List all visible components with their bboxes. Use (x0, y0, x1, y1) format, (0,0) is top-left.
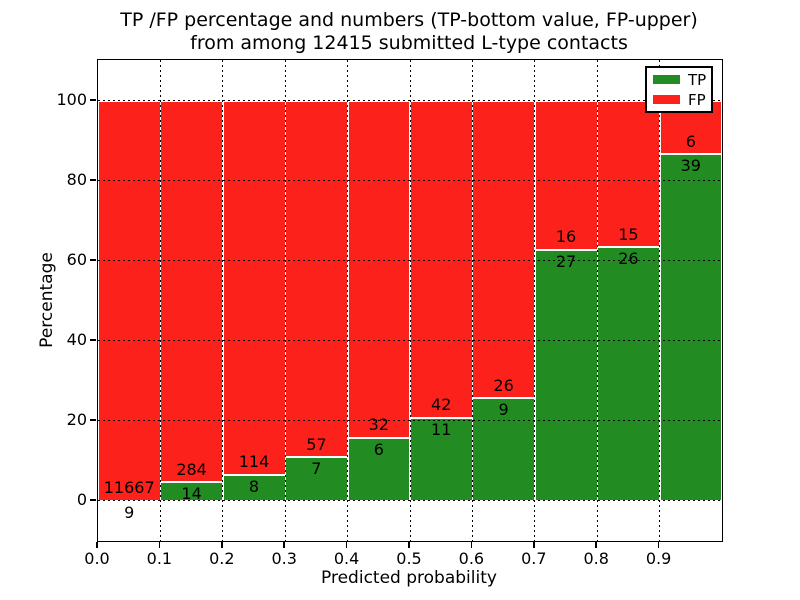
tp-count-label: 9 (124, 502, 135, 522)
chart-title-line2: from among 12415 submitted L-type contac… (190, 32, 628, 55)
fp-count-label: 26 (493, 375, 514, 395)
tp-count-label: 11 (431, 419, 452, 439)
x-tick-mark (345, 541, 348, 548)
y-tick-label: 60 (66, 250, 87, 269)
x-tick-label: 0.7 (521, 549, 547, 568)
tp-bar-segment (659, 154, 723, 501)
vertical-gridline (347, 60, 349, 541)
fp-count-label: 284 (176, 459, 207, 479)
horizontal-gridline (98, 260, 722, 261)
fp-bar-segment (160, 101, 224, 483)
x-tick-label: 0.6 (458, 549, 485, 568)
fp-bar-segment (472, 101, 536, 399)
tp-legend-swatch (653, 75, 680, 84)
horizontal-gridline (98, 180, 722, 181)
horizontal-gridline (98, 340, 722, 341)
x-tick-mark (283, 541, 285, 548)
x-tick-mark (533, 541, 535, 548)
fp-count-label: 11667 (103, 478, 155, 498)
y-tick-label: 80 (66, 170, 87, 189)
vertical-gridline (159, 60, 161, 541)
fp-count-label: 114 (238, 452, 270, 472)
tp-count-label: 39 (680, 156, 701, 176)
chart-title: TP /FP percentage and numbers (TP-bottom… (97, 9, 721, 55)
tp-count-label: 26 (618, 249, 639, 269)
tp-count-label: 14 (181, 484, 202, 504)
y-tick-label: 40 (66, 330, 87, 349)
x-tick-label: 0.2 (209, 549, 235, 568)
fp-legend-label: FP (688, 90, 706, 109)
fp-count-label: 57 (306, 434, 327, 454)
fp-bar-segment (98, 101, 161, 501)
fp-count-label: 15 (618, 224, 639, 244)
vertical-gridline (222, 60, 224, 541)
x-tick-label: 0.4 (333, 549, 360, 568)
legend-entry-fp: FP (653, 90, 706, 109)
horizontal-gridline (98, 100, 722, 101)
tp-count-label: 8 (248, 476, 260, 496)
vertical-gridline (659, 60, 661, 541)
fp-count-label: 42 (431, 395, 452, 415)
x-tick-label: 0.1 (146, 549, 173, 568)
x-tick-mark (221, 541, 223, 548)
x-tick-label: 0.5 (396, 549, 422, 568)
legend-entry-tp: TP (653, 70, 707, 89)
x-tick-label: 0.8 (583, 549, 609, 568)
horizontal-gridline (98, 500, 722, 501)
x-tick-label: 0.9 (645, 549, 672, 568)
vertical-gridline (409, 60, 411, 541)
plot-area: 11667 9 284 14 114 8 57 7 32 6 42 11 26 9 16 27 15 26 6 39 (97, 59, 723, 542)
tp-legend-label: TP (688, 70, 707, 89)
chart-title-line1: TP /FP percentage and numbers (TP-bottom… (120, 9, 698, 31)
x-tick-mark (96, 541, 98, 548)
y-tick-mark (90, 419, 96, 421)
y-tick-mark (90, 259, 96, 261)
tp-bar-segment (534, 249, 598, 501)
vertical-gridline (534, 60, 536, 541)
x-tick-label: 0.0 (84, 549, 110, 568)
tp-count-label: 27 (555, 251, 577, 271)
tp-count-label: 6 (373, 439, 384, 459)
vertical-gridline (596, 60, 598, 541)
plot-inner: 11667 9 284 14 114 8 57 7 32 6 42 11 26 9 16 27 15 26 6 39 (98, 60, 723, 541)
vertical-gridline (284, 60, 286, 541)
horizontal-gridline (98, 420, 722, 421)
fp-legend-swatch (653, 95, 680, 104)
vertical-gridline (471, 60, 473, 541)
legend: TP FP (645, 66, 713, 113)
x-tick-label: 0.3 (271, 549, 297, 568)
x-tick-mark (408, 541, 410, 548)
y-tick-label: 20 (66, 410, 87, 429)
fp-bar-segment (285, 101, 349, 458)
y-tick-mark (90, 99, 96, 101)
y-tick-mark (90, 499, 96, 501)
tp-count-label: 7 (311, 459, 322, 479)
x-tick-mark (595, 541, 597, 548)
fp-bar-segment (597, 101, 661, 248)
fp-bar-segment (222, 101, 286, 475)
fp-count-label: 32 (368, 415, 389, 435)
x-tick-mark (470, 541, 473, 548)
x-tick-mark (158, 541, 161, 548)
y-tick-label: 0 (76, 490, 87, 509)
tp-bar-segment (597, 247, 661, 501)
fp-bar-segment (347, 101, 411, 438)
fp-count-label: 6 (685, 131, 696, 151)
y-tick-mark (90, 339, 96, 341)
x-tick-mark (657, 541, 660, 548)
y-tick-mark (90, 179, 96, 181)
x-axis-label: Predicted probability (321, 568, 497, 588)
fp-count-label: 16 (555, 227, 577, 247)
tp-count-label: 9 (498, 400, 509, 420)
y-tick-label: 100 (56, 90, 87, 109)
